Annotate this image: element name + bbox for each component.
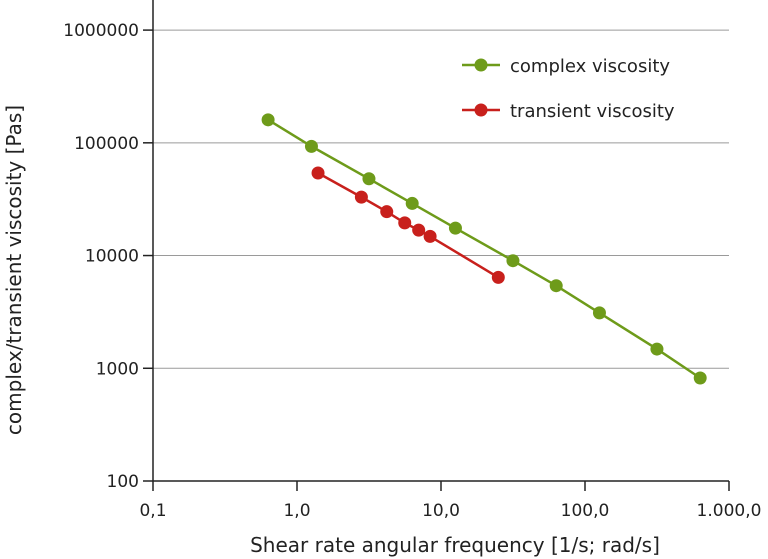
data-point-s0-7 <box>592 306 606 320</box>
data-point-s0-0 <box>261 113 275 127</box>
series <box>261 113 707 385</box>
y-tick-label: 100000 <box>74 134 139 154</box>
x-tick-label: 0,1 <box>139 501 166 521</box>
data-point-s0-1 <box>304 139 318 153</box>
legend-label-1: transient viscosity <box>510 101 675 122</box>
data-point-s1-0 <box>311 166 325 180</box>
data-point-s0-6 <box>549 279 563 293</box>
x-axis-title: Shear rate angular frequency [1/s; rad/s… <box>250 533 660 557</box>
data-point-s1-5 <box>423 229 437 243</box>
data-point-s0-9 <box>693 371 707 385</box>
legend-marker-1 <box>474 103 488 117</box>
data-point-s0-3 <box>405 196 419 210</box>
x-tick-label: 100,0 <box>561 501 610 521</box>
data-point-s1-4 <box>412 223 426 237</box>
legend: complex viscosity transient viscosity <box>462 56 675 122</box>
data-point-s0-4 <box>448 221 462 235</box>
x-tick-label: 1.000,0 <box>697 501 762 521</box>
data-point-s1-3 <box>398 216 412 230</box>
y-tick-label: 10000 <box>85 247 139 267</box>
data-point-s1-1 <box>354 190 368 204</box>
y-tick-label: 100 <box>107 472 139 492</box>
x-tick-label: 1,0 <box>283 501 310 521</box>
y-axis-title: complex/transient viscosity [Pas] <box>2 105 26 435</box>
data-point-s0-8 <box>650 342 664 356</box>
data-point-s0-2 <box>362 172 376 186</box>
data-point-s1-2 <box>380 205 394 219</box>
series-line-0 <box>267 118 701 380</box>
data-point-s0-5 <box>506 254 520 268</box>
y-tick-label: 1000 <box>96 359 139 379</box>
gridlines <box>153 29 729 369</box>
y-tick-label: 1000000 <box>63 21 139 41</box>
legend-marker-0 <box>474 58 488 72</box>
x-tick-label: 10,0 <box>422 501 460 521</box>
legend-label-0: complex viscosity <box>510 56 670 77</box>
data-point-s1-6 <box>491 270 505 284</box>
